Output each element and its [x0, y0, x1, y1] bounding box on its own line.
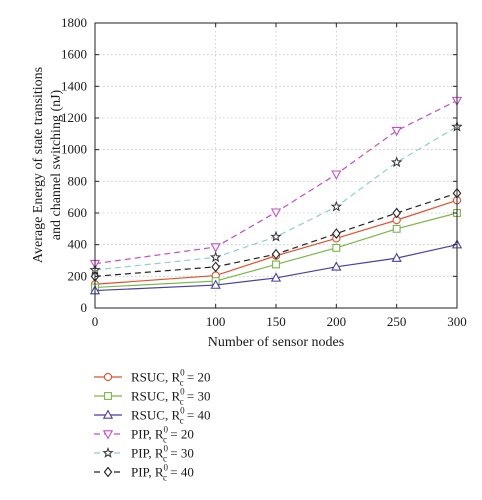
data-point-marker [210, 243, 221, 253]
y-tick-label: 200 [68, 268, 88, 283]
data-point-marker [331, 261, 342, 271]
data-point-marker [270, 208, 282, 218]
data-point-marker [271, 248, 281, 260]
legend-swatch-marker [103, 372, 113, 382]
data-point-marker [332, 228, 341, 239]
data-point-marker [390, 156, 403, 168]
series-2 [91, 209, 461, 292]
data-point-marker [391, 252, 402, 262]
data-point-marker [331, 170, 342, 180]
data-point-marker [272, 260, 280, 269]
y-axis-label-line-2: and channel switching (nJ) [49, 89, 64, 240]
data-point-marker [209, 251, 222, 263]
data-point-marker [392, 224, 401, 233]
data-point-marker [211, 261, 220, 273]
legend-swatch-marker [103, 466, 113, 478]
y-tick-label: 1000 [61, 142, 87, 157]
y-tick-label: 1800 [61, 15, 87, 30]
data-point-marker [210, 279, 221, 289]
legend-label: RSUC, R0 c = 40 [131, 406, 210, 426]
y-tick-label: 1400 [61, 78, 87, 93]
legend-item-4: PIP, R0 c = 20 [94, 425, 194, 445]
axis-ticks: 0 200 400 600 800 1000 1200 1400 1600 1800 0 100 150… [61, 15, 467, 329]
data-point-marker [391, 126, 402, 137]
legend-label: RSUC, R0 c = 30 [131, 387, 210, 407]
y-tick-label: 1200 [61, 110, 87, 125]
x-tick-label: 300 [447, 314, 467, 329]
series-line [94, 100, 458, 265]
y-axis-label-line-1: Average Energy of state transitions [31, 67, 46, 263]
legend-label: RSUC, R0 c = 20 [131, 368, 210, 388]
legend-swatch-marker [102, 430, 114, 440]
series-line [94, 199, 458, 285]
data-point-marker [330, 200, 343, 212]
y-tick-label: 800 [68, 173, 88, 188]
legend-label: PIP, R0 c = 20 [131, 425, 194, 445]
series-line [94, 126, 458, 271]
legend-swatch-marker [102, 446, 114, 458]
y-tick-label: 1600 [61, 47, 87, 62]
legend-item-6: PIP, R0 c = 40 [94, 463, 194, 483]
y-tick-label: 600 [68, 205, 88, 220]
legend-swatch-marker [102, 409, 114, 419]
series-line [94, 192, 458, 277]
data-point-marker [270, 272, 282, 282]
x-axis-label: Number of sensor nodes [208, 335, 344, 350]
x-tick-label: 200 [327, 314, 347, 329]
y-tick-label: 0 [81, 300, 88, 315]
grid-lines [95, 23, 457, 308]
x-tick-label: 100 [206, 314, 226, 329]
x-tick-label: 150 [266, 314, 286, 329]
legend-swatch-marker [104, 392, 112, 400]
series-line [94, 244, 458, 292]
data-point-marker [392, 207, 401, 219]
legend-item-1: RSUC, R0 c = 20 [94, 368, 210, 388]
legend-label: PIP, R0 c = 40 [131, 463, 194, 483]
legend-item-2: RSUC, R0 c = 30 [94, 387, 210, 407]
y-tick-label: 400 [68, 237, 88, 252]
series-line [94, 212, 458, 289]
data-point-marker [332, 243, 341, 252]
x-tick-label: 250 [387, 314, 407, 329]
x-tick-label: 0 [92, 314, 99, 329]
data-point-marker [270, 230, 282, 242]
legend-label: PIP, R0 c = 30 [131, 444, 194, 464]
legend-item-3: RSUC, R0 c = 40 [94, 406, 210, 426]
legend-item-5: PIP, R0 c = 30 [94, 444, 194, 464]
